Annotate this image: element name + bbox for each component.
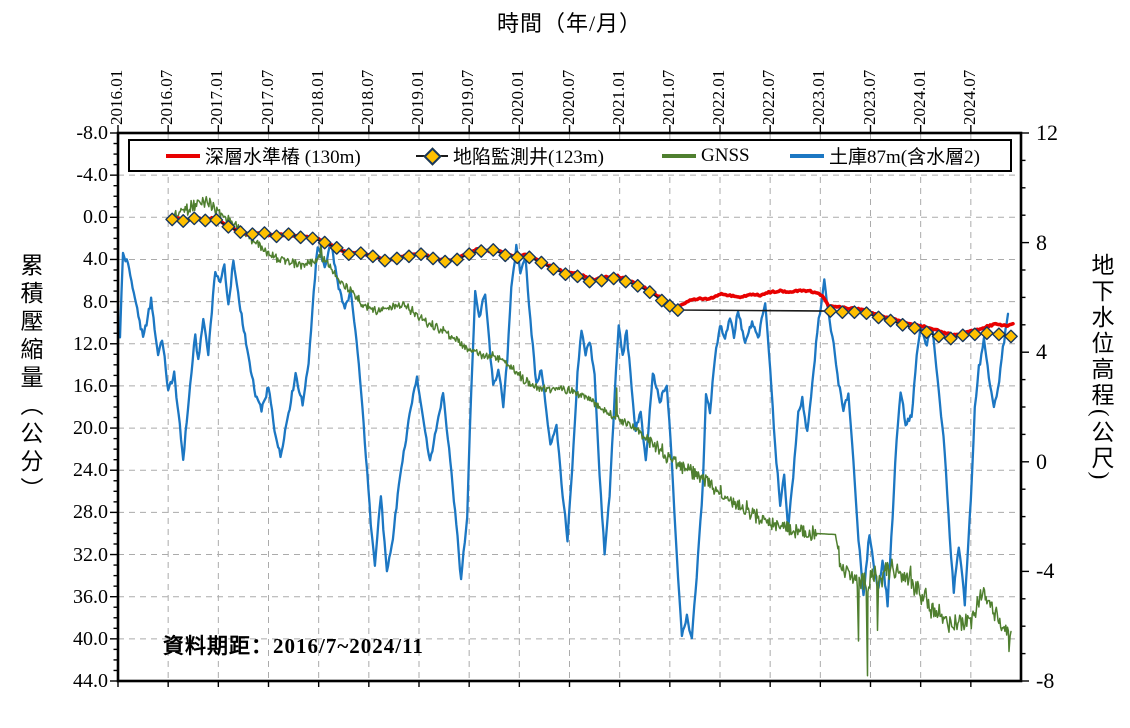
left-tick-label: 40.0: [73, 627, 108, 650]
right-tick-label: 0: [1036, 448, 1047, 474]
right-tick-label: -8: [1036, 668, 1055, 693]
legend-label: 土庫87m(含水層2): [829, 147, 980, 168]
left-tick-label: 44.0: [73, 670, 108, 692]
x-tick-label: 2022.07: [759, 69, 779, 125]
x-tick-label: 2019.01: [408, 69, 427, 125]
left-tick-label: 32.0: [73, 543, 108, 566]
left-tick-label: 28.0: [73, 501, 108, 524]
left-tick-label: 24.0: [73, 459, 108, 482]
diamond-marker-swatch: [416, 146, 448, 166]
x-tick-label: 2023.07: [859, 69, 879, 125]
left-tick-label: 0.0: [83, 206, 108, 229]
left-tick-label: 4.0: [83, 248, 108, 271]
x-tick-label: 2016.01: [107, 69, 126, 125]
legend-label: GNSS: [701, 144, 750, 166]
left-axis-title: 累積壓縮量（公分）: [17, 253, 42, 505]
left-tick-label: 36.0: [73, 585, 108, 608]
x-tick-label: 2016.07: [157, 69, 177, 125]
right-tick-label: 12: [1036, 120, 1058, 145]
x-tick-label: 2020.01: [508, 69, 528, 125]
legend-label: 地陷監測井(123m): [453, 147, 604, 168]
x-tick-label: 2017.07: [257, 69, 277, 125]
left-tick-label: 8.0: [83, 290, 108, 313]
legend-item-gnss: GNSS: [662, 141, 750, 170]
x-tick-label: 2019.07: [458, 69, 478, 125]
legend-item-monitoring-well: 地陷監測井(123m): [416, 141, 604, 170]
legend-item-deep-benchmark: 深層水準樁 (130m): [166, 141, 361, 170]
x-tick-label: 2021.01: [608, 69, 628, 125]
left-tick-label: -8.0: [76, 122, 108, 144]
right-tick-label: -4: [1036, 558, 1055, 584]
x-tick-label: 2018.01: [307, 69, 327, 125]
x-tick-label: 2022.01: [709, 69, 728, 125]
x-axis-title: 時間（年/月）: [496, 11, 643, 36]
green-line-swatch: [662, 153, 696, 158]
data-period-annotation: 資料期距：2016/7~2024/11: [163, 634, 424, 658]
left-tick-label: 20.0: [73, 417, 108, 440]
legend: 深層水準樁 (130m) 地陷監測井(123m) GNSS 土庫87m(含水層2…: [128, 139, 1012, 172]
red-line-swatch: [166, 153, 200, 158]
x-tick-label: 2018.07: [357, 69, 377, 125]
x-tick-label: 2021.07: [658, 69, 678, 125]
right-tick-label: 8: [1036, 229, 1047, 255]
x-tick-label: 2020.07: [558, 69, 578, 125]
x-tick-label: 2023.01: [809, 69, 829, 125]
legend-label: 深層水準樁 (130m): [205, 147, 361, 168]
x-tick-label: 2024.01: [909, 69, 929, 125]
left-tick-label: -4.0: [76, 164, 108, 187]
legend-item-tuku-well: 土庫87m(含水層2): [790, 141, 980, 170]
right-axis-title: 地下水位高程(公尺): [1088, 253, 1113, 483]
x-tick-label: 2024.07: [959, 69, 979, 125]
blue-line-swatch: [790, 153, 824, 158]
left-tick-label: 16.0: [73, 374, 108, 397]
left-tick-label: 12.0: [73, 332, 108, 355]
right-tick-label: 4: [1036, 339, 1047, 365]
x-tick-label: 2017.01: [207, 69, 227, 125]
